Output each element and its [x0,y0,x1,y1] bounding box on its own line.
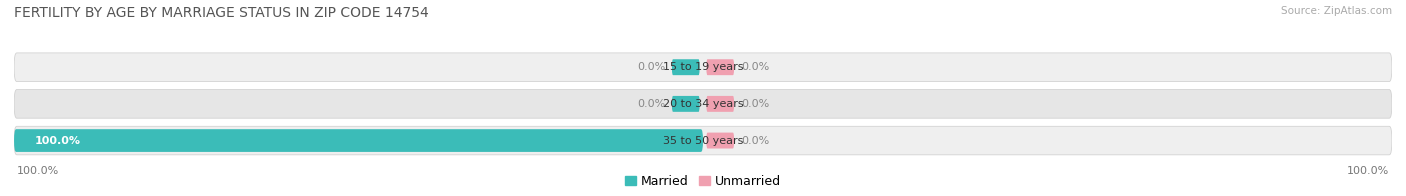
Text: 0.0%: 0.0% [637,99,665,109]
Text: 100.0%: 100.0% [35,136,80,146]
FancyBboxPatch shape [14,90,1392,118]
Text: 100.0%: 100.0% [17,166,59,176]
Text: 20 to 34 years: 20 to 34 years [662,99,744,109]
Text: 0.0%: 0.0% [637,62,665,72]
Text: FERTILITY BY AGE BY MARRIAGE STATUS IN ZIP CODE 14754: FERTILITY BY AGE BY MARRIAGE STATUS IN Z… [14,6,429,20]
FancyBboxPatch shape [706,59,734,75]
FancyBboxPatch shape [706,132,734,149]
FancyBboxPatch shape [672,132,700,149]
Text: 0.0%: 0.0% [741,136,769,146]
FancyBboxPatch shape [14,126,1392,155]
Text: 0.0%: 0.0% [741,99,769,109]
FancyBboxPatch shape [14,53,1392,82]
FancyBboxPatch shape [14,129,703,152]
Legend: Married, Unmarried: Married, Unmarried [624,175,782,188]
Text: 35 to 50 years: 35 to 50 years [662,136,744,146]
FancyBboxPatch shape [672,59,700,75]
FancyBboxPatch shape [706,96,734,112]
Text: 100.0%: 100.0% [1347,166,1389,176]
Text: 15 to 19 years: 15 to 19 years [662,62,744,72]
Text: Source: ZipAtlas.com: Source: ZipAtlas.com [1281,6,1392,16]
FancyBboxPatch shape [672,96,700,112]
Text: 0.0%: 0.0% [741,62,769,72]
